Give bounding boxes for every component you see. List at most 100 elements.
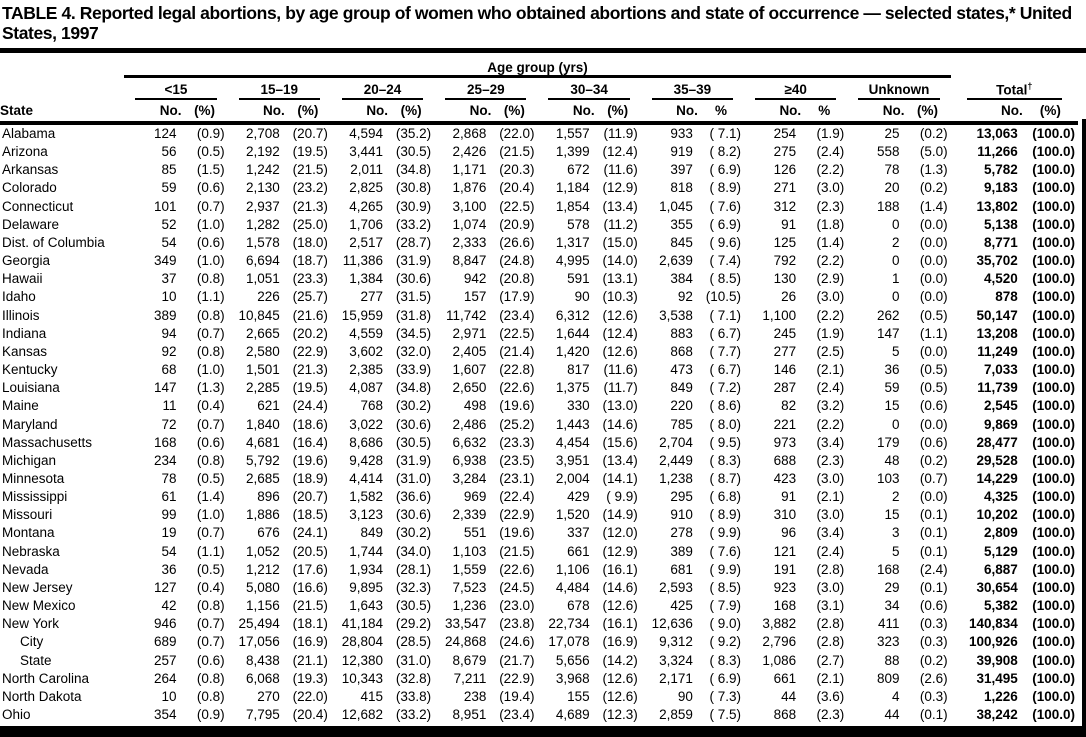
cell-no: 672 <box>567 162 590 178</box>
cell-no: 868 <box>773 707 797 722</box>
cell-pct: (25.2) <box>499 416 535 432</box>
cell-no: 7,795 <box>245 707 280 722</box>
cell-pct: ( 8.3) <box>709 452 742 468</box>
cell-no: 2,580 <box>245 343 280 359</box>
cell-no: 12,636 <box>651 616 693 632</box>
cell-pct: (30.6) <box>395 416 432 432</box>
cell-pct: (0.1) <box>919 579 948 595</box>
cell-pct: (12.6) <box>602 343 638 359</box>
cell-pct: (0.5) <box>196 561 225 577</box>
table-row: Montana 19 (0.7) 676 (24.1) 849 (30.2) 551 (19.6… <box>0 524 1078 542</box>
cell-pct: (2.9) <box>816 271 845 287</box>
cell-no: 1,074 <box>452 216 487 232</box>
cell-pct: (1.4) <box>816 234 845 250</box>
cell-pct: (1.0) <box>196 362 225 378</box>
cell-pct: (30.5) <box>395 434 432 450</box>
cell-no: 1 <box>891 271 900 287</box>
cell-pct: (2.5) <box>816 343 845 359</box>
cell-pct: ( 6.9) <box>709 162 742 178</box>
cell-no: 5 <box>891 543 900 559</box>
cell-no: 17,056 <box>238 634 280 650</box>
total-cell-pct: (100.0) <box>1032 325 1075 341</box>
row-state-label: Delaware <box>2 216 60 232</box>
cell-pct: (21.7) <box>499 652 535 668</box>
age-group-span-header: Age group (yrs) <box>124 60 951 78</box>
total-cell-pct: (100.0) <box>1032 652 1075 668</box>
cell-pct: (13.1) <box>602 271 638 287</box>
table-row: Arkansas 85 (1.5) 1,242 (21.5) 2,011 (34.8) 1,1… <box>0 161 1078 179</box>
cell-pct: (13.4) <box>602 198 638 214</box>
cell-no: 1,886 <box>245 507 280 523</box>
cell-no: 1,375 <box>555 380 590 396</box>
cell-pct: (1.3) <box>919 162 948 178</box>
cell-pct: (16.6) <box>292 579 328 595</box>
cell-pct: (24.1) <box>292 525 328 541</box>
row-state-label: State <box>20 652 52 668</box>
cell-no: 28,804 <box>341 634 384 650</box>
total-cell-pct: (100.0) <box>1032 362 1075 378</box>
cell-no: 270 <box>257 688 280 704</box>
cell-no: 24,868 <box>445 634 487 650</box>
column-headers-row: State No. (%) No. (%) No. (%) No. (%) No… <box>0 100 1078 125</box>
table-row: Massachusetts 168 (0.6) 4,681 (16.4) 8,686 (30… <box>0 434 1078 452</box>
cell-no: 1,317 <box>555 234 590 250</box>
cell-pct: (30.2) <box>395 525 432 541</box>
cell-no: 942 <box>463 271 487 287</box>
total-cell-no: 8,771 <box>984 234 1018 250</box>
cell-no: 849 <box>670 380 693 396</box>
cell-pct: (0.0) <box>919 253 948 269</box>
cell-no: 54 <box>161 234 177 250</box>
cell-no: 2,011 <box>350 162 384 178</box>
cell-pct: (23.3) <box>499 434 535 450</box>
cell-no: 90 <box>574 289 590 305</box>
cell-no: 68 <box>161 362 177 378</box>
cell-no: 4,689 <box>555 707 590 722</box>
cell-no: 919 <box>670 144 693 160</box>
cell-no: 4,454 <box>555 434 590 450</box>
cell-pct: (2.2) <box>816 416 845 432</box>
cell-pct: (1.4) <box>919 198 948 214</box>
cell-pct: ( 7.4) <box>709 253 742 269</box>
cell-pct: (0.1) <box>919 543 948 559</box>
cell-pct: (2.4) <box>816 144 845 160</box>
total-cell-no: 11,266 <box>977 144 1018 160</box>
row-state-label: Massachusetts <box>2 434 93 450</box>
cell-pct: (0.8) <box>196 307 225 323</box>
cell-no: 8,438 <box>245 652 280 668</box>
cell-no: 15 <box>884 398 900 414</box>
cell-pct: (33.9) <box>395 362 432 378</box>
cell-pct: (0.0) <box>919 271 948 287</box>
cell-pct: (0.6) <box>919 434 948 450</box>
cell-no: 661 <box>773 670 797 686</box>
cell-no: 25 <box>884 126 900 141</box>
cell-pct: (11.2) <box>603 216 638 232</box>
cell-no: 11 <box>162 398 177 414</box>
cell-pct: ( 8.9) <box>709 180 742 196</box>
cell-no: 54 <box>161 543 177 559</box>
cell-no: 85 <box>161 162 177 178</box>
cell-pct: ( 8.5) <box>709 579 742 595</box>
row-state-label: Minnesota <box>2 470 65 486</box>
cell-pct: (0.3) <box>919 688 948 704</box>
cell-no: 1,582 <box>349 489 384 505</box>
table-row: Georgia 349 (1.0) 6,694 (18.7) 11,386 (31.9) 8,… <box>0 252 1078 270</box>
cell-no: 15 <box>884 507 900 523</box>
total-cell-pct: (100.0) <box>1032 434 1075 450</box>
cell-no: 323 <box>876 634 900 650</box>
cell-no: 337 <box>567 525 590 541</box>
row-state-label: Ohio <box>2 707 31 722</box>
no-header: No. <box>330 100 389 125</box>
cell-pct: (17.6) <box>292 561 328 577</box>
cell-pct: (22.0) <box>499 126 535 141</box>
total-cell-no: 31,495 <box>976 670 1018 686</box>
cell-no: 923 <box>773 579 797 595</box>
no-header: No. <box>434 100 492 125</box>
table-row: Idaho 10 (1.1) 226 (25.7) 277 (31.5) 157 (17.9) 9… <box>0 288 1078 306</box>
cell-pct: (1.0) <box>196 253 225 269</box>
cell-no: 1,559 <box>452 561 487 577</box>
total-cell-pct: (100.0) <box>1032 543 1075 559</box>
cell-no: 3,951 <box>555 452 590 468</box>
cell-no: 818 <box>670 180 693 196</box>
col-group-ge40: ≥40 <box>755 82 837 100</box>
cell-no: 1,045 <box>659 198 693 214</box>
